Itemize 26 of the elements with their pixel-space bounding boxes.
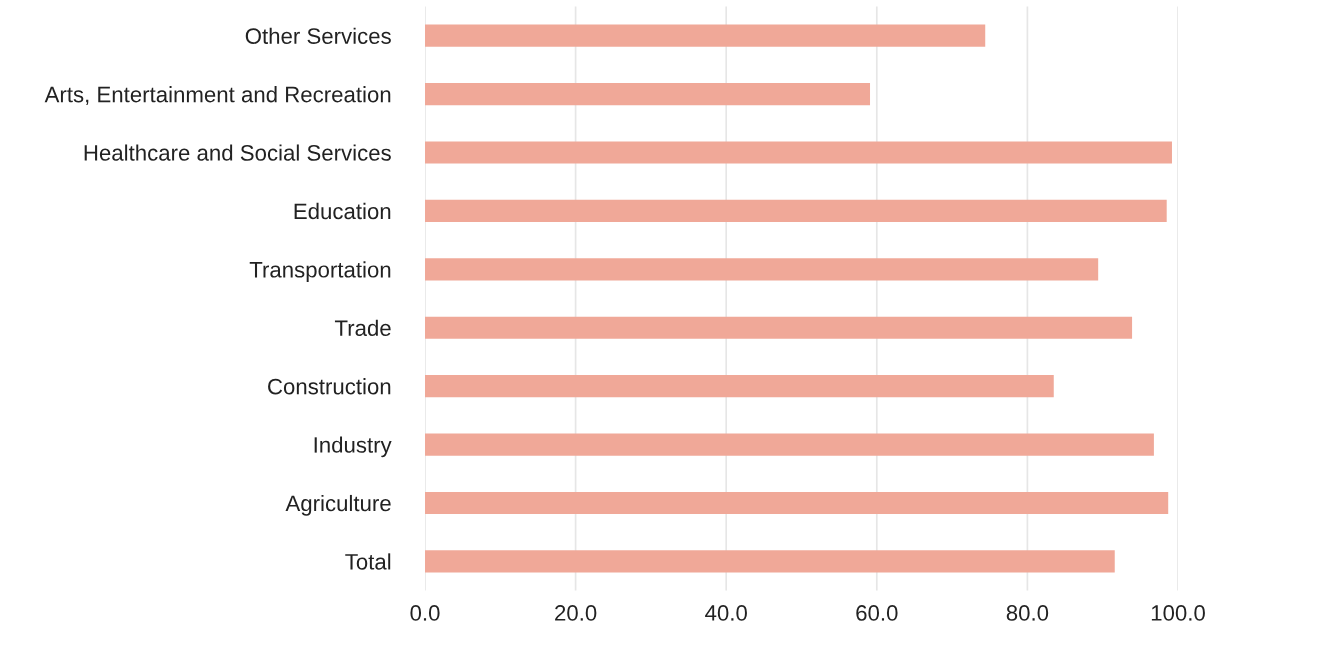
y-tick-label: Healthcare and Social Services: [84, 144, 391, 161]
y-tick-label: Trade: [334, 319, 391, 337]
y-tick-label: Other Services: [245, 27, 391, 44]
x-tick-label: 100.0: [1151, 605, 1205, 621]
bar: [425, 258, 1099, 281]
y-tick-label: Construction: [268, 378, 391, 395]
bar: [425, 316, 1133, 339]
bar: [425, 550, 1115, 573]
bar: [425, 24, 986, 47]
x-tick-label: 40.0: [705, 605, 747, 621]
y-tick-label: Industry: [314, 436, 392, 458]
bar: [425, 199, 1167, 223]
bar: [425, 83, 871, 106]
x-tick-label: 0.0: [410, 605, 440, 621]
y-tick-label: Total: [345, 553, 391, 570]
bar: [425, 141, 1172, 164]
bar: [425, 491, 1169, 515]
bar: [425, 375, 1054, 398]
x-tick-label: 80.0: [1006, 605, 1049, 621]
bar: [425, 433, 1154, 456]
x-tick-label: 60.0: [856, 605, 898, 621]
x-tick-label: 20.0: [555, 605, 597, 621]
y-tick-label: Agriculture: [285, 494, 391, 516]
y-tick-label: Education: [294, 202, 391, 220]
y-tick-label: Arts, Entertainment and Recreation: [44, 86, 391, 105]
y-tick-label: Transportation: [249, 261, 391, 282]
